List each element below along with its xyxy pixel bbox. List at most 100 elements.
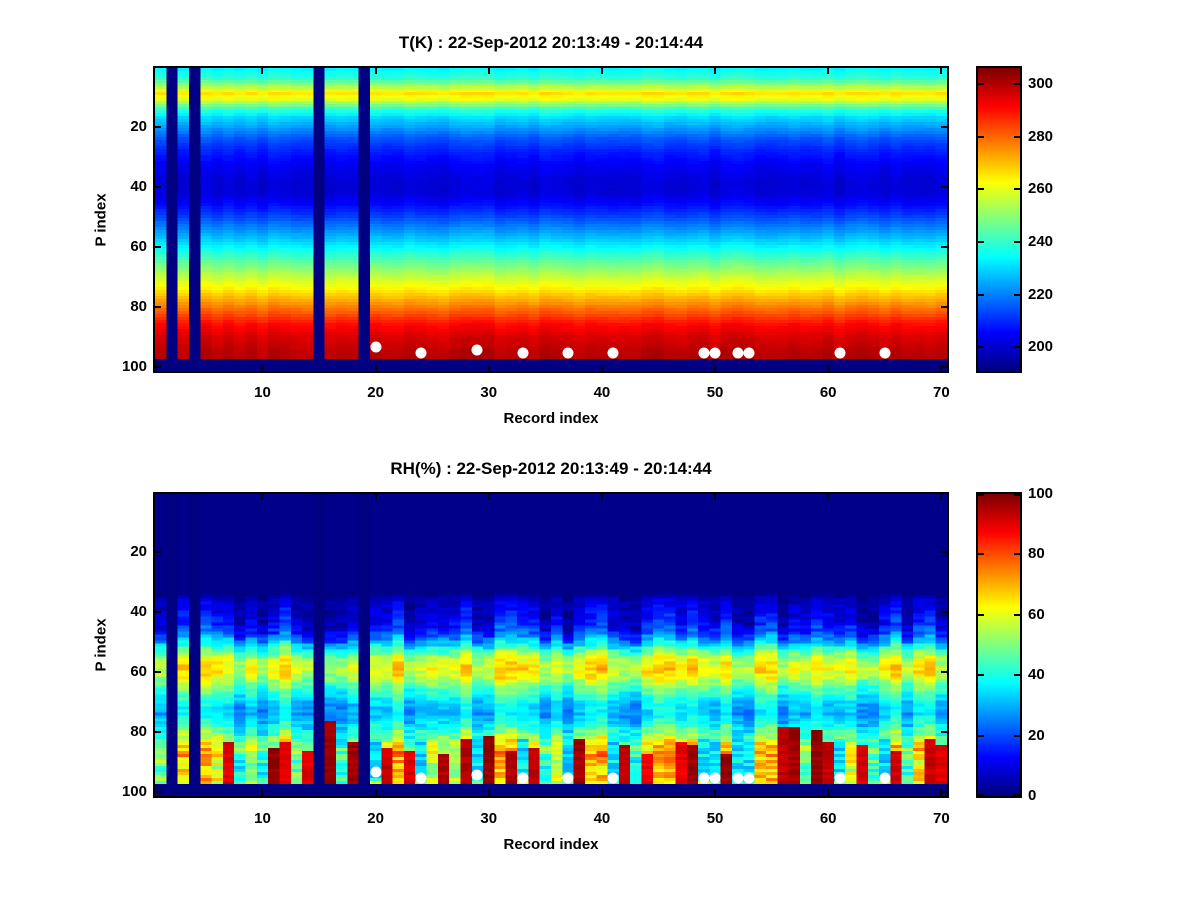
surface-marker-dot — [834, 772, 845, 784]
x-tick-label: 50 — [706, 810, 724, 827]
axis-tick — [941, 671, 947, 673]
axis-tick — [941, 126, 947, 128]
axis-tick — [827, 365, 829, 371]
y-tick-label: 100 — [121, 357, 147, 375]
surface-marker-dot — [834, 347, 845, 359]
axis-tick — [375, 68, 377, 74]
x-tick-label: 10 — [254, 384, 271, 401]
axis-tick — [940, 494, 942, 500]
x-tick-label: 20 — [367, 384, 384, 401]
y-tick-label: 20 — [130, 543, 147, 561]
surface-marker-dot — [607, 347, 619, 359]
axis-tick — [601, 494, 603, 500]
axis-tick — [941, 246, 947, 248]
surface-marker-dot — [415, 347, 427, 359]
colorbar-tick — [978, 553, 984, 555]
axis-tick — [940, 68, 942, 74]
axis-tick — [155, 246, 161, 248]
axis-tick — [155, 671, 161, 673]
colorbar-tick-label: 240 — [1028, 232, 1054, 250]
axis-tick — [940, 365, 942, 371]
colorbar-tick — [978, 241, 984, 243]
surface-marker-dot — [709, 772, 721, 784]
colorbar-tick — [978, 83, 984, 85]
x-tick-label: 70 — [932, 384, 950, 401]
surface-marker-dot — [732, 772, 744, 784]
axis-tick — [375, 790, 377, 796]
colorbar-tick-label: 300 — [1028, 74, 1054, 92]
temperature-heatmap-canvas — [155, 68, 947, 371]
surface-marker-dot — [471, 769, 483, 781]
colorbar-tick — [978, 614, 984, 616]
colorbar-tick — [1014, 494, 1020, 496]
colorbar-tick-label: 60 — [1028, 605, 1045, 623]
colorbar-tick — [978, 294, 984, 296]
colorbar-tick — [978, 494, 984, 496]
axis-tick — [155, 306, 161, 308]
colorbar-tick — [1014, 136, 1020, 138]
colorbar-tick — [1014, 294, 1020, 296]
surface-marker-dot — [517, 347, 529, 359]
axis-tick — [155, 611, 161, 613]
x-tick-label: 10 — [254, 810, 271, 827]
y-tick-label: 80 — [130, 722, 147, 740]
axis-tick — [941, 306, 947, 308]
axis-tick — [601, 790, 603, 796]
colorbar-tick — [1014, 188, 1020, 190]
y-tick-label: 60 — [130, 662, 147, 680]
axis-tick — [714, 68, 716, 74]
axis-tick — [155, 186, 161, 188]
axis-tick — [601, 68, 603, 74]
axis-tick — [155, 731, 161, 733]
x-tick-label: 60 — [819, 384, 837, 401]
y-tick-label: 40 — [130, 603, 147, 621]
axis-tick — [375, 494, 377, 500]
colorbar-tick — [978, 794, 984, 796]
axis-tick — [827, 790, 829, 796]
surface-marker-dot — [698, 347, 710, 359]
colorbar-tick-label: 80 — [1028, 545, 1045, 563]
axis-tick — [261, 68, 263, 74]
colorbar-tick — [978, 735, 984, 737]
colorbar-tick — [978, 188, 984, 190]
colorbar-tick — [1014, 794, 1020, 796]
y-tick-label: 60 — [130, 237, 147, 255]
axis-tick — [261, 494, 263, 500]
colorbar-tick-label: 260 — [1028, 180, 1054, 198]
colorbar-tick-label: 200 — [1028, 338, 1054, 356]
axis-tick — [941, 791, 947, 793]
axis-tick — [941, 186, 947, 188]
y-tick-label: 80 — [130, 297, 147, 315]
surface-marker-dot — [743, 772, 755, 784]
surface-marker-dot — [370, 341, 382, 353]
colorbar-tick — [1014, 346, 1020, 348]
colorbar-tick — [1014, 735, 1020, 737]
x-tick-label: 70 — [932, 810, 950, 827]
axis-tick — [155, 551, 161, 553]
colorbar-tick — [1014, 241, 1020, 243]
colorbar-tick-label: 40 — [1028, 666, 1045, 684]
temperature-colorbar-gradient — [978, 68, 1020, 371]
x-tick-label: 50 — [706, 384, 724, 401]
axis-tick — [941, 611, 947, 613]
axis-tick — [155, 126, 161, 128]
axis-tick — [827, 494, 829, 500]
colorbar-tick-label: 20 — [1028, 726, 1045, 744]
humidity-chart-title: RH(%) : 22-Sep-2012 20:13:49 - 20:14:44 — [390, 459, 712, 478]
axis-tick — [375, 365, 377, 371]
axis-tick — [261, 790, 263, 796]
humidity-heatmap-plot — [153, 492, 949, 798]
colorbar-tick — [978, 674, 984, 676]
x-tick-label: 30 — [480, 384, 498, 401]
axis-tick — [941, 366, 947, 368]
colorbar-tick — [1014, 83, 1020, 85]
axis-tick — [941, 551, 947, 553]
colorbar-tick — [978, 346, 984, 348]
surface-marker-dot — [415, 772, 427, 784]
colorbar-tick — [1014, 553, 1020, 555]
surface-marker-dot — [698, 772, 710, 784]
axis-tick — [155, 366, 161, 368]
axis-tick — [940, 790, 942, 796]
colorbar-tick-label: 0 — [1028, 787, 1037, 804]
axis-tick — [261, 365, 263, 371]
